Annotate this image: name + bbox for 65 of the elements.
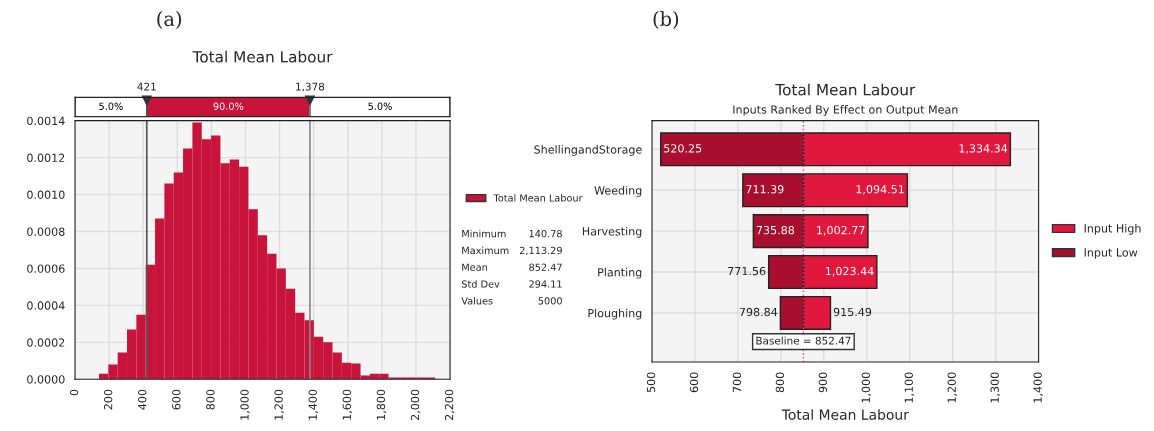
text: Maximum 2,113.29 [462, 246, 562, 256]
y-tick-label: 0.0014 [27, 116, 65, 126]
annotation: 1,023.44 [826, 266, 874, 277]
x-tick-label: 800 [206, 389, 215, 410]
x-tick-label: 1,000 [861, 372, 872, 403]
text: 5.0% [99, 102, 123, 110]
legend-label: Input Low [1084, 248, 1138, 259]
annotation: 915.49 [833, 307, 872, 317]
y-tick-label: 0.0002 [27, 338, 65, 347]
ref-line-label: 1,378 [296, 82, 325, 92]
y-tick-label: Planting [598, 267, 642, 279]
y-tick-label: Weeding [594, 186, 642, 197]
annotation: 711.39 [746, 185, 784, 194]
y-tick-label: 0.0008 [27, 227, 65, 236]
y-tick-label: Harvesting [582, 226, 642, 238]
y-tick-label: 0.0010 [27, 190, 65, 199]
legend-label: Input High [1084, 223, 1141, 235]
x-tick-label: 1,400 [308, 389, 319, 420]
x-axis-title: Total Mean Labour [781, 409, 909, 420]
ref-line-label: Baseline = 852.47 [756, 336, 851, 345]
text: Values 5000 [461, 297, 562, 305]
y-tick-label: 0.0006 [27, 264, 65, 273]
x-tick-label: 1,100 [904, 372, 915, 403]
annotation: 771.56 [728, 266, 766, 276]
x-tick-label: 1,400 [1033, 372, 1043, 403]
x-tick-label: 1,600 [342, 389, 353, 420]
text: (b) [653, 11, 679, 29]
ref-line-label: 421 [137, 82, 156, 91]
y-tick-label: Ploughing [588, 308, 642, 320]
x-tick-label: 700 [732, 372, 742, 393]
x-tick-label: 2,000 [410, 389, 421, 420]
x-tick-label: 500 [646, 372, 656, 393]
text: Mean 852.47 [462, 263, 562, 271]
x-tick-label: 200 [103, 389, 113, 410]
x-tick-label: 1,300 [990, 372, 1000, 403]
chart-subtitle: Inputs Ranked By Effect on Output Mean [733, 105, 958, 116]
x-tick-label: 0 [69, 389, 79, 396]
x-tick-label: 600 [172, 389, 181, 410]
x-tick-label: 400 [138, 389, 147, 410]
y-tick-label: 0.0012 [27, 153, 65, 162]
annotation: 1,334.34 [959, 144, 1008, 154]
chart-title: Total Mean Labour [775, 83, 916, 96]
y-tick-label: 0.0004 [27, 301, 65, 310]
annotation: 520.25 [664, 144, 702, 153]
x-tick-label: 1,200 [947, 372, 958, 403]
y-tick-label: ShellingandStorage [534, 145, 642, 156]
x-tick-label: 900 [818, 372, 828, 393]
text: (a) [157, 11, 182, 29]
text: Std Dev 294.11 [461, 280, 562, 288]
x-tick-label: 2,200 [444, 389, 455, 420]
x-tick-label: 600 [689, 372, 699, 393]
x-tick-label: 1,000 [240, 389, 250, 420]
text: 90.0% [213, 102, 244, 110]
annotation: 1,094.51 [856, 185, 904, 195]
chart-title: Total Mean Labour [192, 50, 333, 63]
x-tick-label: 1,800 [376, 389, 387, 420]
annotation: 735.88 [756, 225, 795, 235]
annotation: 798.84 [739, 307, 778, 317]
annotation: 1,002.77 [817, 225, 865, 236]
x-tick-label: 800 [775, 372, 785, 393]
y-tick-label: 0.0000 [27, 375, 65, 384]
text: 5.0% [368, 102, 392, 110]
text: Minimum 140.78 [462, 229, 562, 238]
x-tick-label: 1,200 [274, 389, 284, 420]
legend-label: Total Mean Labour [493, 194, 583, 202]
